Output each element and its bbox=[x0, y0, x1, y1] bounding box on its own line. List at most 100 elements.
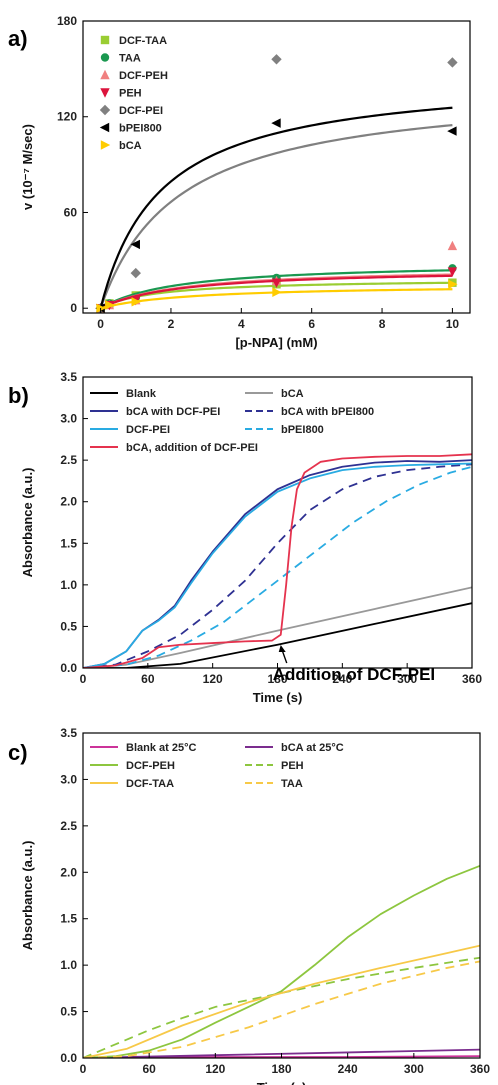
annotation-text: Addition of DCF-PEI bbox=[273, 665, 435, 684]
legend-item-bpei800: bPEI800 bbox=[99, 123, 162, 135]
series-bca bbox=[96, 279, 458, 313]
legend-marker bbox=[100, 53, 110, 62]
legend-item-bca-addition-of-dcf-pei: bCA, addition of DCF-PEI bbox=[90, 442, 258, 454]
panel-label: b) bbox=[8, 383, 29, 408]
y-tick-label: 3.5 bbox=[60, 726, 77, 740]
legend-item-taa: TAA bbox=[245, 778, 303, 790]
legend-label: DCF-TAA bbox=[119, 35, 167, 47]
legend-label: DCF-TAA bbox=[126, 778, 174, 790]
plot-area bbox=[83, 453, 472, 668]
legend-item-bca-at-25-c: bCA at 25°C bbox=[245, 742, 344, 754]
series-blank bbox=[83, 602, 472, 668]
data-point-peh bbox=[447, 267, 458, 277]
legend-label: DCF-PEH bbox=[119, 70, 168, 82]
x-tick-label: 180 bbox=[271, 1062, 291, 1076]
legend-item-dcf-peh: DCF-PEH bbox=[100, 69, 168, 82]
y-tick-label: 2.5 bbox=[60, 453, 77, 467]
legend-item-peh: PEH bbox=[245, 760, 304, 772]
panel-c: c) 0 60 120 180 240 300 360 0.0 0.5 1.0 1.5 2.0 2.5 3.… bbox=[8, 726, 490, 1085]
data-point-dcf-pei bbox=[130, 267, 141, 279]
data-point-bpei800 bbox=[130, 239, 140, 250]
panel-label: c) bbox=[8, 740, 28, 765]
legend-label: Blank bbox=[126, 388, 157, 400]
legend-label: DCF-PEH bbox=[126, 760, 175, 772]
legend-item-dcf-pei: DCF-PEI bbox=[90, 424, 170, 436]
line-dcf-peh bbox=[83, 864, 480, 1058]
x-axis-title: Time (s) bbox=[253, 690, 303, 705]
plot-area bbox=[83, 864, 480, 1058]
legend: Blank at 25°C bCA at 25°C DCF-PEH PEH DCF-TA… bbox=[90, 742, 344, 790]
legend-item-blank: Blank bbox=[90, 388, 157, 400]
series-dcf-pei bbox=[83, 462, 472, 668]
x-tick-label: 120 bbox=[203, 672, 223, 686]
line-blank bbox=[83, 602, 472, 668]
y-tick-label: 0.0 bbox=[60, 661, 77, 675]
x-tick-label: 180 bbox=[267, 672, 287, 686]
legend-label: DCF-PEI bbox=[126, 424, 170, 436]
legend-label: bPEI800 bbox=[281, 424, 324, 436]
legend-marker bbox=[100, 69, 110, 80]
y-tick-label: 60 bbox=[64, 205, 78, 219]
legend-marker bbox=[100, 88, 110, 98]
legend-label: bCA with DCF-PEI bbox=[126, 406, 220, 418]
legend: DCF-TAA TAA DCF-PEH PEH DCF-PEI bPEI800 bCA bbox=[99, 35, 168, 152]
data-point-bca bbox=[448, 279, 458, 289]
series-bca-addition-of-dcf-pei bbox=[83, 453, 472, 668]
x-tick-label: 4 bbox=[238, 317, 245, 331]
legend-item-blank-at-25-c: Blank at 25°C bbox=[90, 742, 196, 754]
legend-marker bbox=[100, 35, 110, 45]
y-tick-label: 120 bbox=[57, 110, 77, 124]
data-point-bca bbox=[105, 300, 115, 310]
data-point-bca bbox=[272, 287, 282, 297]
panel-a: a) 0 2 4 6 8 10 0 60 120 180 [p-NPA] (mM) v (10⁻⁷ M/… bbox=[8, 14, 471, 350]
x-tick-label: 10 bbox=[446, 317, 460, 331]
plot-area bbox=[95, 54, 458, 313]
data-point-dcf-peh bbox=[447, 240, 458, 251]
y-tick-label: 3.0 bbox=[60, 412, 77, 426]
series-peh bbox=[83, 956, 480, 1058]
line-bpei800 bbox=[83, 465, 472, 668]
y-tick-label: 0.0 bbox=[60, 1051, 77, 1065]
y-tick-label: 2.0 bbox=[60, 865, 77, 879]
series-bca-with-bpei800 bbox=[83, 463, 472, 668]
legend-item-bca: bCA bbox=[100, 140, 142, 152]
series-taa bbox=[83, 960, 480, 1058]
data-point-bpei800 bbox=[447, 126, 457, 136]
x-tick-label: 300 bbox=[404, 1062, 424, 1076]
legend-label: PEH bbox=[119, 88, 142, 100]
fit-curve-dcf-pei bbox=[99, 124, 453, 309]
data-point-dcf-pei bbox=[447, 57, 458, 68]
y-tick-label: 0 bbox=[70, 301, 77, 315]
legend-item-bca-with-bpei800: bCA with bPEI800 bbox=[245, 406, 374, 418]
x-tick-label: 0 bbox=[97, 317, 104, 331]
x-tick-label: 300 bbox=[397, 672, 417, 686]
line-bca bbox=[83, 586, 472, 668]
x-tick-label: 0 bbox=[80, 1062, 87, 1076]
x-tick-label: 60 bbox=[141, 672, 155, 686]
legend-item-dcf-taa: DCF-TAA bbox=[90, 778, 174, 790]
data-point-dcf-pei bbox=[271, 54, 282, 65]
line-peh bbox=[83, 956, 480, 1058]
legend-label: Blank at 25°C bbox=[126, 742, 196, 754]
legend-label: DCF-PEI bbox=[119, 105, 163, 117]
legend-label: bCA bbox=[119, 140, 142, 152]
series-dcf-taa bbox=[83, 944, 480, 1058]
y-tick-label: 3.0 bbox=[60, 772, 77, 786]
legend-label: bCA with bPEI800 bbox=[281, 406, 374, 418]
series-bca bbox=[83, 586, 472, 668]
x-tick-label: 8 bbox=[379, 317, 386, 331]
x-tick-label: 360 bbox=[470, 1062, 490, 1076]
x-tick-label: 2 bbox=[168, 317, 175, 331]
line-bca-with-bpei800 bbox=[83, 463, 472, 668]
y-axis-title: Absorbance (a.u.) bbox=[20, 841, 35, 951]
series-bpei800 bbox=[83, 465, 472, 668]
x-tick-label: 120 bbox=[205, 1062, 225, 1076]
legend-label: bCA at 25°C bbox=[281, 742, 344, 754]
plot-frame bbox=[82, 376, 473, 669]
x-tick-label: 360 bbox=[462, 672, 482, 686]
legend-item-bpei800: bPEI800 bbox=[245, 424, 324, 436]
legend-label: PEH bbox=[281, 760, 304, 772]
annotation-arrowhead bbox=[278, 645, 286, 653]
y-axis-title: Absorbance (a.u.) bbox=[20, 468, 35, 578]
